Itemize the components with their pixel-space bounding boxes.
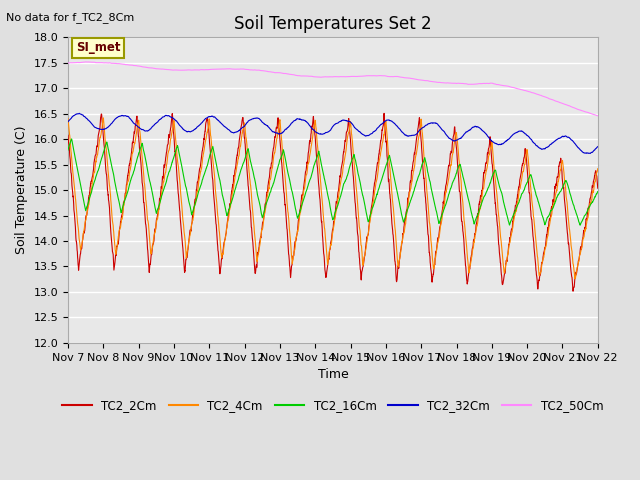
Title: Soil Temperatures Set 2: Soil Temperatures Set 2 — [234, 15, 432, 33]
X-axis label: Time: Time — [317, 368, 348, 381]
Y-axis label: Soil Temperature (C): Soil Temperature (C) — [15, 126, 28, 254]
Text: No data for f_TC2_8Cm: No data for f_TC2_8Cm — [6, 12, 134, 23]
Legend: TC2_2Cm, TC2_4Cm, TC2_16Cm, TC2_32Cm, TC2_50Cm: TC2_2Cm, TC2_4Cm, TC2_16Cm, TC2_32Cm, TC… — [58, 395, 608, 417]
Text: SI_met: SI_met — [76, 41, 120, 54]
